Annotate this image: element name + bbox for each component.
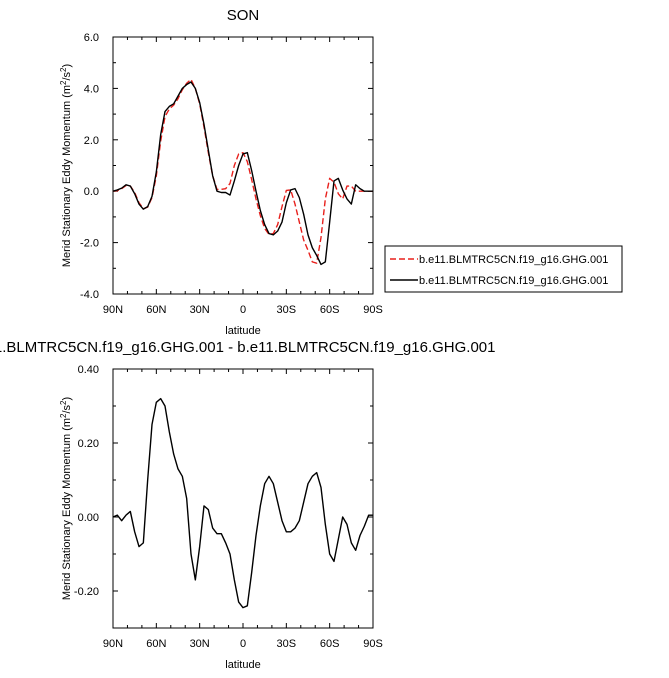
- y-tick-label: 0.20: [78, 438, 99, 450]
- legend-box: [384, 245, 623, 293]
- y-axis-label: Merid Stationary Eddy Momentum (m2/s2): [59, 397, 73, 600]
- x-tick-label: 60N: [146, 638, 166, 650]
- y-axis-label: Merid Stationary Eddy Momentum (m2/s2): [59, 64, 73, 267]
- series-line-0: [112, 397, 373, 609]
- x-tick-label: 0: [240, 638, 246, 650]
- x-tick-label: 90N: [103, 638, 123, 650]
- legend: b.e11.BLMTRC5CN.f19_g16.GHG.001 b.e11.BLM…: [384, 245, 623, 293]
- x-tick-label: 0: [240, 304, 246, 316]
- x-tick-label: 60S: [320, 638, 340, 650]
- plot-frame: [112, 36, 374, 295]
- x-tick-label: 60S: [320, 304, 340, 316]
- top-chart-son: SON 90N 60N 30N 0 30S 60S 90S -4.0 -2.0 0.0 2.0 4.0 6…: [59, 7, 623, 337]
- legend-label-0: b.e11.BLMTRC5CN.f19_g16.GHG.001: [419, 254, 608, 266]
- x-tick-label: 30N: [190, 638, 210, 650]
- x-axis-label: latitude: [225, 659, 260, 671]
- x-tick-label: 90N: [103, 304, 123, 316]
- y-tick-label: -4.0: [80, 289, 99, 301]
- series-line-0: [112, 78, 373, 264]
- x-tick-label: 60N: [146, 304, 166, 316]
- bottom-chart-difference: l1.BLMTRC5CN.f19_g16.GHG.001 - b.e11.BLM…: [0, 339, 495, 671]
- x-axis-label: latitude: [225, 325, 260, 337]
- series-line-1: [112, 81, 373, 266]
- y-tick-label: 0.00: [78, 512, 99, 524]
- y-tick-label: 2.0: [84, 135, 99, 147]
- y-tick-label: 0.0: [84, 186, 99, 198]
- chart-title: l1.BLMTRC5CN.f19_g16.GHG.001 - b.e11.BLM…: [0, 339, 495, 356]
- chart-title: SON: [227, 7, 260, 24]
- y-tick-label: -0.20: [74, 586, 99, 598]
- x-tick-label: 90S: [363, 638, 383, 650]
- x-tick-label: 30N: [190, 304, 210, 316]
- x-tick-label: 30S: [277, 304, 297, 316]
- x-tick-label: 30S: [277, 638, 297, 650]
- x-tick-label: 90S: [363, 304, 383, 316]
- plot-frame: [112, 368, 374, 629]
- legend-label-1: b.e11.BLMTRC5CN.f19_g16.GHG.001: [419, 275, 608, 287]
- y-tick-label: -2.0: [80, 238, 99, 250]
- y-tick-label: 4.0: [84, 83, 99, 95]
- y-tick-label: 6.0: [84, 32, 99, 44]
- y-tick-label: 0.40: [78, 364, 99, 376]
